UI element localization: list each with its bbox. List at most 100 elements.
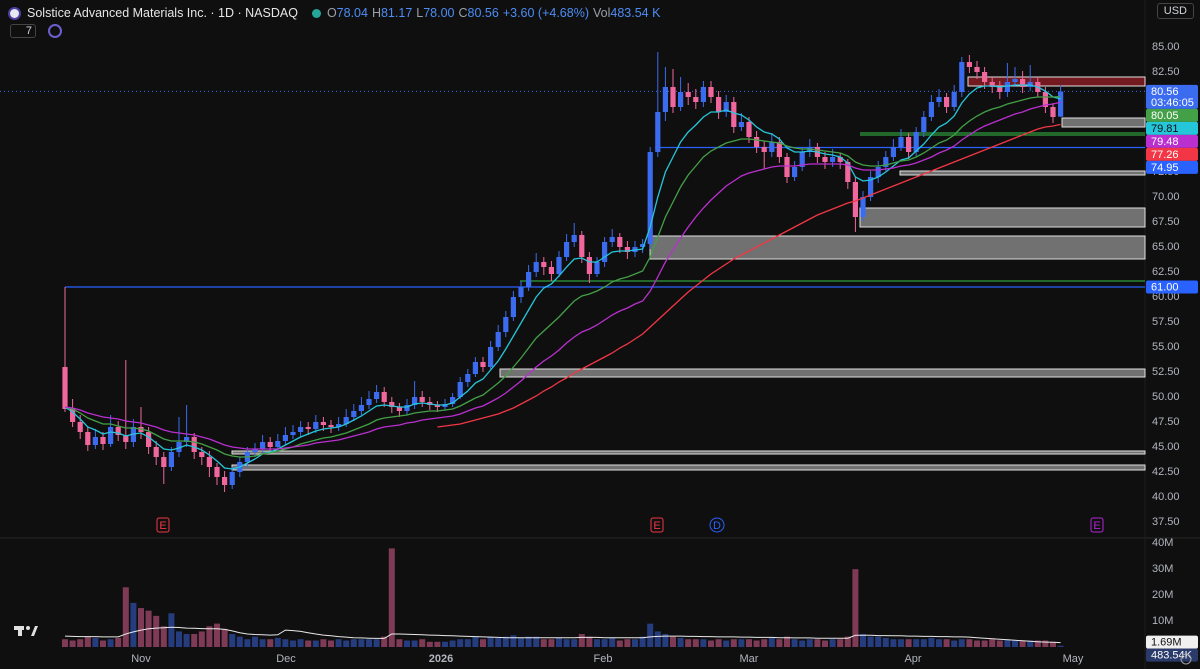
candle-body (913, 132, 919, 152)
candle-body (472, 362, 478, 374)
volume-bar (822, 640, 828, 647)
price-label-bg (1146, 280, 1198, 294)
candle-body (928, 102, 934, 117)
volume-bar (297, 639, 304, 647)
volume-bar (282, 639, 289, 647)
volume-bar (236, 636, 243, 647)
volume-bar (905, 639, 912, 647)
candle-body (533, 262, 539, 272)
volume-bar (191, 634, 198, 647)
candle-body (206, 457, 212, 467)
y-tick-label: 37.50 (1152, 516, 1180, 528)
candle-body (579, 235, 585, 257)
candle-body (875, 167, 881, 177)
volume-bar (981, 640, 988, 647)
price-label: 80.05 (1151, 110, 1179, 122)
settings-icon[interactable] (1180, 653, 1192, 665)
indicator-count[interactable]: 7 (10, 24, 36, 38)
volume-bar (768, 637, 775, 647)
candle-body (1050, 107, 1056, 117)
event-marker[interactable]: D (709, 517, 725, 533)
candle-body (419, 397, 425, 402)
quote-key: O (326, 6, 337, 20)
candle-body (123, 435, 129, 442)
volume-bar (799, 640, 806, 647)
event-marker[interactable]: E (156, 517, 170, 533)
candle-body (153, 447, 159, 457)
quote-key: L (416, 6, 424, 20)
volume-ma-label-bg (1146, 635, 1198, 649)
volume-bar (434, 641, 441, 647)
candle-body (989, 82, 995, 87)
event-marker[interactable]: E (650, 517, 664, 533)
candle-body (868, 177, 874, 197)
price-label: 79.48 (1151, 136, 1179, 148)
volume-bar (556, 637, 562, 647)
sync-icon[interactable] (48, 24, 62, 38)
price-label: 79.81 (1151, 123, 1179, 135)
volume-bar (958, 639, 965, 647)
zone (859, 207, 1146, 228)
volume-bar (274, 637, 281, 647)
candle-body (320, 422, 326, 425)
volume-bar (533, 636, 540, 647)
moving-average (64, 101, 1061, 450)
volume-bar (700, 639, 707, 647)
candle-body (282, 435, 288, 441)
candle-body (982, 72, 988, 82)
volume-bar (502, 636, 509, 647)
volume-bar (692, 639, 699, 647)
currency-button[interactable]: USD (1156, 3, 1194, 19)
volume-bar (464, 639, 471, 647)
y-tick-label: 47.50 (1152, 416, 1180, 428)
volume-bar (320, 639, 327, 647)
y-tick-label: 45.00 (1152, 441, 1180, 453)
candle-body (883, 157, 889, 167)
candle-body (541, 262, 547, 267)
symbol-title[interactable]: Solstice Advanced Materials Inc. · 1D · … (27, 6, 298, 20)
volume-bar (540, 639, 547, 647)
volume-bar (259, 639, 266, 647)
volume-bar (183, 634, 190, 647)
candle-body (670, 87, 676, 107)
volume-bar (290, 640, 296, 647)
candle-body (936, 97, 942, 102)
event-marker[interactable]: E (1090, 517, 1104, 533)
candle-body (1042, 92, 1048, 107)
candle-body (457, 382, 463, 397)
volume-bar (115, 637, 122, 647)
candle-body (556, 257, 562, 274)
candle-body (374, 392, 380, 399)
event-badge (650, 517, 664, 533)
volume-bar (343, 640, 350, 647)
candle-body (548, 267, 554, 274)
volume-bar (176, 631, 182, 647)
candle-body (275, 441, 281, 447)
volume-bar (776, 639, 783, 647)
volume-ma-label: 1.69M (1151, 637, 1182, 649)
y-tick-label: 50.00 (1152, 391, 1180, 403)
volume-bar (221, 628, 228, 647)
candle-body (366, 399, 372, 405)
x-tick-label: Dec (276, 653, 296, 665)
candle-body (389, 402, 395, 407)
candle-body (260, 442, 266, 449)
candle-body (70, 409, 76, 422)
market-status[interactable] (311, 8, 321, 18)
volume-bar (160, 626, 167, 647)
candle-body (290, 432, 296, 435)
candle-body (480, 362, 486, 367)
volume-bar (746, 639, 752, 647)
candle-body (510, 297, 516, 317)
volume-bar (267, 639, 274, 647)
volume-bar (366, 639, 372, 647)
volume-bar (890, 639, 897, 647)
candle-body (313, 422, 319, 429)
candle-body (890, 147, 896, 157)
candle-body (571, 235, 577, 242)
y-tick-label: 52.50 (1152, 366, 1180, 378)
volume-bar (761, 639, 768, 647)
y-tick-label: 65.00 (1152, 241, 1180, 253)
